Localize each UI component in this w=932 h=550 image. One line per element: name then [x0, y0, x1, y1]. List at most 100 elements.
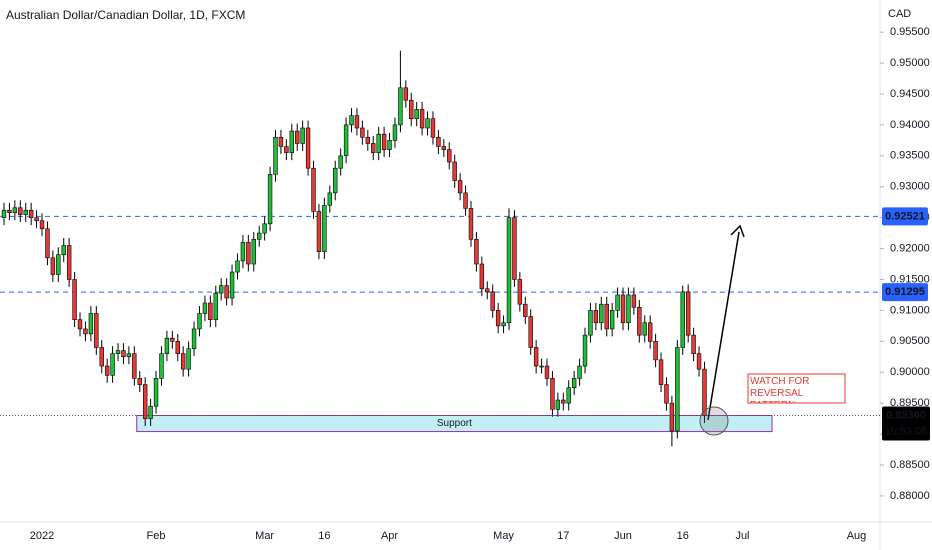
candle-body	[164, 337, 170, 354]
candle-body	[414, 109, 419, 120]
arrow-head	[730, 224, 745, 238]
candle-body	[691, 334, 696, 354]
candle-body	[110, 353, 115, 376]
candle-body	[175, 341, 180, 354]
candle-body	[273, 136, 278, 175]
candle-body	[333, 167, 338, 194]
x-tick-label: 2022	[30, 530, 54, 542]
candle-body	[501, 322, 506, 327]
currency-label: CAD	[888, 8, 911, 20]
candle-body	[593, 310, 599, 324]
candle-body	[582, 334, 588, 367]
candle-body	[696, 353, 702, 370]
candle-body	[142, 384, 148, 419]
x-tick-label: 17	[557, 530, 569, 542]
candle-body	[506, 217, 512, 324]
candle-body	[664, 384, 669, 404]
candle-body	[398, 87, 403, 126]
candle-body	[468, 208, 474, 240]
y-tick-label: 0.93500	[890, 150, 930, 162]
candle-body	[517, 279, 523, 305]
candle-body	[555, 399, 561, 410]
candle-body	[571, 378, 577, 388]
candle-body	[387, 140, 392, 150]
candle-body	[523, 303, 528, 317]
candle-body	[425, 118, 430, 129]
candle-body	[180, 353, 186, 370]
candle-body	[121, 350, 126, 358]
candle-body	[219, 285, 224, 294]
candle-body	[322, 204, 327, 252]
candle-body	[637, 307, 642, 336]
level-badge	[882, 207, 928, 226]
y-tick-label: 0.91500	[890, 273, 930, 285]
annotation-text: WATCH FOR REVERSAL PATTERN	[750, 376, 810, 403]
candle-body	[1, 209, 7, 218]
candle-body	[28, 209, 34, 218]
candle-body	[419, 109, 425, 129]
candle-body	[463, 192, 468, 209]
candle-body	[115, 350, 121, 354]
support-zone	[136, 415, 773, 433]
x-tick-label: Apr	[381, 530, 398, 542]
countdown-label: 15:53:08	[885, 425, 928, 437]
candle-body	[544, 365, 550, 379]
y-tick-label: 0.92000	[890, 242, 930, 254]
candle-body	[311, 167, 316, 212]
y-tick-label: 0.95000	[890, 57, 930, 69]
candle-body	[18, 207, 23, 215]
candle-body	[23, 209, 28, 215]
candle-body	[213, 292, 218, 320]
candle-body	[702, 368, 707, 416]
x-tick-label: Feb	[147, 530, 166, 542]
candle-body	[72, 279, 77, 320]
plot: Support	[0, 50, 880, 447]
candle-body	[61, 245, 66, 256]
candle-body	[626, 294, 631, 324]
candle-body	[137, 378, 142, 385]
candle-body	[409, 99, 414, 120]
y-tick-label: 0.94500	[890, 88, 930, 100]
candle-body	[512, 217, 517, 280]
candle-body	[561, 399, 566, 404]
candle-body	[34, 217, 39, 222]
x-tick-label: Jul	[735, 530, 749, 542]
candle-body	[267, 174, 273, 225]
candle-body	[479, 263, 485, 290]
candle-body	[77, 319, 83, 330]
candle-body	[474, 238, 479, 265]
candle-body	[284, 146, 289, 154]
candle-body	[365, 136, 371, 144]
candle-body	[126, 353, 132, 358]
candle-body	[104, 365, 110, 376]
candle-body	[66, 245, 72, 280]
candle-body	[653, 341, 658, 361]
candle-body	[588, 310, 593, 336]
candle-body	[202, 302, 208, 314]
candle-body	[262, 223, 267, 234]
candle-body	[99, 347, 104, 367]
y-tick-label: 0.88000	[890, 490, 930, 502]
candle-body	[45, 228, 50, 259]
candle-body	[566, 387, 571, 404]
highlight-circle	[699, 406, 729, 436]
annotation-holder: WATCH FOR REVERSAL PATTERN	[750, 376, 810, 403]
candle-body	[349, 115, 354, 126]
candle-body	[658, 359, 664, 385]
candle-body	[83, 328, 88, 335]
candle-body	[295, 130, 300, 144]
y-tick-label: 0.93000	[890, 181, 930, 193]
candle-body	[12, 207, 18, 213]
candle-body	[235, 260, 240, 273]
candle-body	[39, 220, 45, 230]
candle-body	[609, 310, 615, 330]
candle-body	[354, 115, 360, 129]
candle-body	[251, 238, 256, 265]
candle-body	[132, 353, 137, 379]
candle-body	[257, 232, 262, 240]
y-tick-label: 0.88500	[890, 459, 930, 471]
level-badge	[882, 283, 928, 302]
candle-body	[381, 133, 387, 150]
candle-body	[246, 242, 251, 265]
